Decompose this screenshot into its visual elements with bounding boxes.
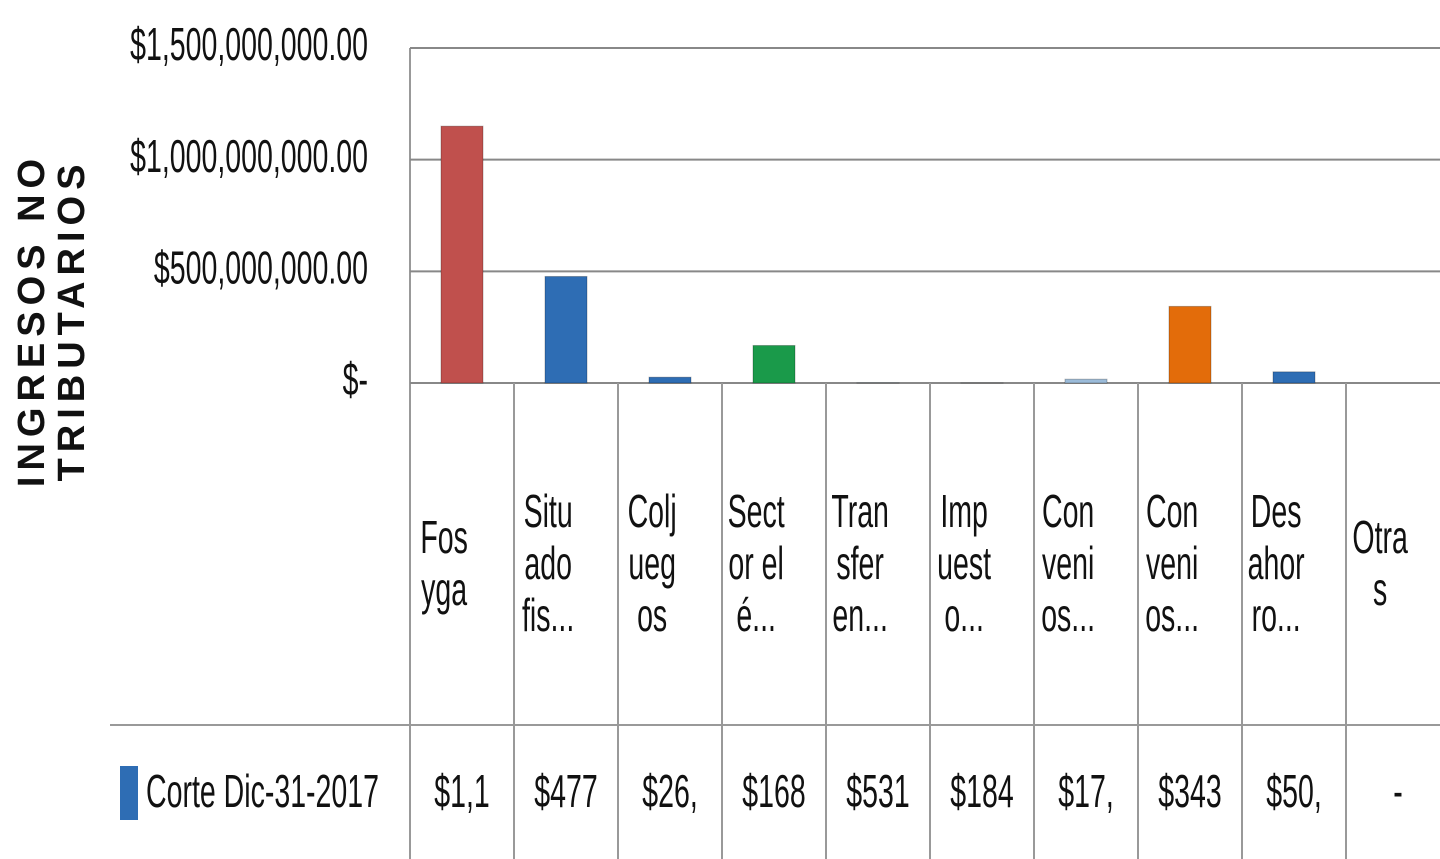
table-value: $477 (534, 766, 597, 818)
category-box: Impuesto... (935, 403, 1029, 723)
y-tick: $1,000,000,000.00 (130, 131, 368, 183)
category-cell: Coljuegos (623, 403, 717, 723)
table-value: $17, (1058, 766, 1114, 818)
bar (544, 275, 588, 384)
x-tick-label: Fosyga (420, 511, 468, 615)
x-tick-label: Desahorro... (1247, 485, 1305, 641)
x-tick-label: Situado fis... (521, 485, 575, 641)
x-tick-label: Coljuegos (627, 485, 677, 641)
y-tick-label: $1,500,000,000.00 (130, 19, 368, 71)
table-value: $184 (950, 766, 1013, 818)
category-box: Desahorro... (1247, 403, 1341, 723)
x-tick-label: Impuesto... (937, 485, 992, 641)
legend-label: Corte Dic-31-2017 (146, 766, 379, 818)
y-tick: $1,500,000,000.00 (130, 19, 368, 71)
category-cell: Convenios... (1143, 403, 1237, 723)
bar (440, 125, 484, 384)
legend-key (120, 766, 138, 820)
category-cell: Situado fis... (519, 403, 613, 723)
table-value: $26, (642, 766, 698, 818)
table-value: $1,1 (434, 766, 490, 818)
category-cell: Transferen... (831, 403, 925, 723)
bar (1272, 371, 1316, 384)
category-box: Coljuegos (623, 403, 717, 723)
x-tick-label: Convenios... (1041, 485, 1096, 641)
category-box: Sector elé... (727, 403, 821, 723)
x-tick-label: Otras (1352, 511, 1408, 615)
x-tick-label: Sector elé... (727, 485, 785, 641)
category-box: Convenios... (1143, 403, 1237, 723)
category-cell: Impuesto... (935, 403, 1029, 723)
bar (1064, 378, 1108, 384)
x-tick-label: Transferen... (831, 485, 889, 641)
category-box: Otras (1351, 403, 1440, 723)
table-value: $168 (742, 766, 805, 818)
category-cell: Desahorro... (1247, 403, 1341, 723)
y-axis-title: INGRESOS NO TRIBUTARIOS (11, 152, 93, 488)
y-tick: $500,000,000.00 (154, 243, 368, 295)
y-tick-label: $500,000,000.00 (154, 243, 368, 295)
category-box: Fosyga (415, 403, 509, 723)
bar (1168, 305, 1212, 384)
table-value: - (1393, 766, 1403, 818)
category-cell: Sector elé... (727, 403, 821, 723)
y-tick: $- (343, 354, 368, 406)
x-tick-label: Convenios... (1145, 485, 1200, 641)
category-cell: Convenios... (1039, 403, 1133, 723)
category-cell: Fosyga (415, 403, 509, 723)
category-box: Transferen... (831, 403, 925, 723)
bar (752, 344, 796, 384)
table-value: $531 (846, 766, 909, 818)
table-value: $343 (1158, 766, 1221, 818)
category-cell: Otras (1351, 403, 1440, 723)
category-box: Convenios... (1039, 403, 1133, 723)
y-tick-label: $- (343, 354, 368, 406)
category-box: Situado fis... (519, 403, 613, 723)
y-tick-label: $1,000,000,000.00 (130, 131, 368, 183)
table-value: $50, (1266, 766, 1322, 818)
bar (648, 376, 692, 384)
